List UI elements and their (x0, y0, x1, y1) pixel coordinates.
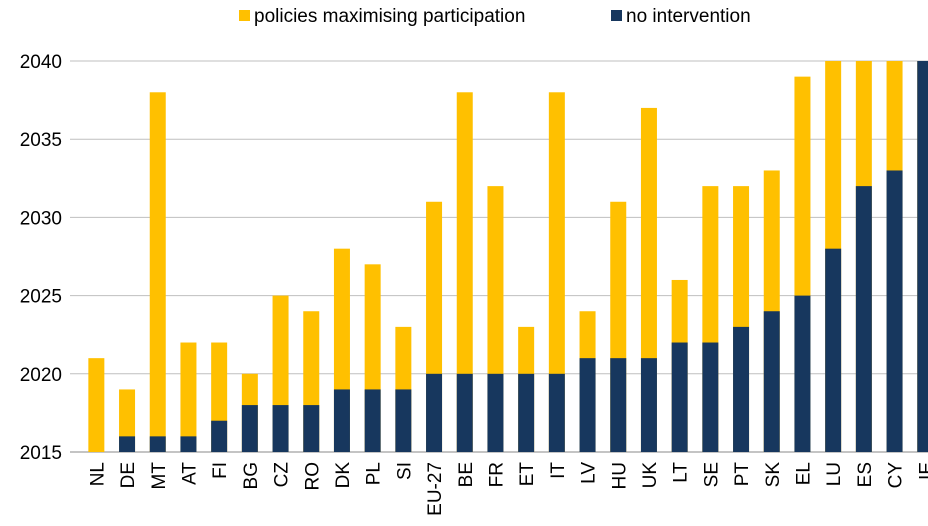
y-tick-label: 2020 (20, 365, 62, 386)
bar (456, 92, 473, 452)
y-tick-label: 2030 (20, 208, 62, 229)
x-tick-label: SE (701, 462, 722, 487)
legend-swatch (239, 10, 250, 21)
x-tick-label: BE (456, 462, 477, 487)
bar (88, 358, 105, 452)
bar (733, 326, 750, 452)
x-tick-label: UK (640, 462, 661, 489)
y-tick-label: 2035 (20, 130, 62, 151)
x-tick-label: BG (241, 462, 262, 489)
x-tick-label: PL (364, 462, 385, 485)
bar (395, 389, 412, 452)
bar (917, 61, 928, 452)
x-tick-label: AT (179, 462, 200, 485)
x-tick-label: ET (517, 462, 538, 487)
bar (180, 436, 197, 452)
y-tick-label: 2015 (20, 443, 62, 464)
bar (763, 311, 780, 452)
bar (303, 405, 320, 452)
x-tick-label: CZ (272, 462, 293, 488)
bar (855, 186, 872, 452)
bar (333, 389, 350, 452)
bar (702, 342, 719, 452)
legend-swatch (611, 10, 622, 21)
x-tick-label: SK (763, 462, 784, 488)
legend-label: no intervention (626, 6, 751, 27)
bar (671, 342, 688, 452)
bar (119, 436, 136, 452)
bar (886, 170, 903, 453)
x-tick-label: HU (609, 462, 630, 489)
bar (825, 248, 842, 452)
bar (149, 92, 166, 452)
bar (149, 436, 166, 452)
bar (364, 389, 381, 452)
x-tick-label: LU (824, 462, 845, 486)
bar (426, 373, 443, 452)
bar (794, 295, 811, 452)
x-tick-label: LV (579, 462, 600, 484)
bar (487, 373, 504, 452)
x-tick-label: EL (793, 462, 814, 485)
x-tick-label: IE (916, 462, 928, 480)
bar (548, 373, 565, 452)
x-tick-label: DK (333, 462, 354, 489)
bar (456, 373, 473, 452)
x-tick-label: IT (548, 462, 569, 479)
bar (180, 342, 197, 452)
bar (610, 358, 627, 452)
x-tick-label: EU-27 (425, 462, 446, 516)
x-tick-label: MT (149, 462, 170, 490)
bar (241, 405, 258, 452)
bar (272, 405, 289, 452)
x-tick-label: LT (671, 462, 692, 483)
x-tick-label: RO (302, 462, 323, 491)
bar (548, 92, 565, 452)
x-tick-label: SI (394, 462, 415, 480)
bar (518, 373, 535, 452)
x-tick-label: ES (855, 462, 876, 487)
x-tick-label: FR (486, 462, 507, 487)
x-tick-label: CY (886, 462, 907, 489)
x-tick-label: DE (118, 462, 139, 488)
x-tick-label: PT (732, 462, 753, 487)
legend-label: policies maximising participation (254, 6, 525, 27)
bar (640, 358, 657, 452)
x-tick-label: NL (87, 462, 108, 486)
y-tick-label: 2040 (20, 52, 62, 73)
bar (579, 358, 596, 452)
y-tick-label: 2025 (20, 287, 62, 308)
bar (211, 420, 228, 452)
x-tick-label: FI (210, 462, 231, 479)
